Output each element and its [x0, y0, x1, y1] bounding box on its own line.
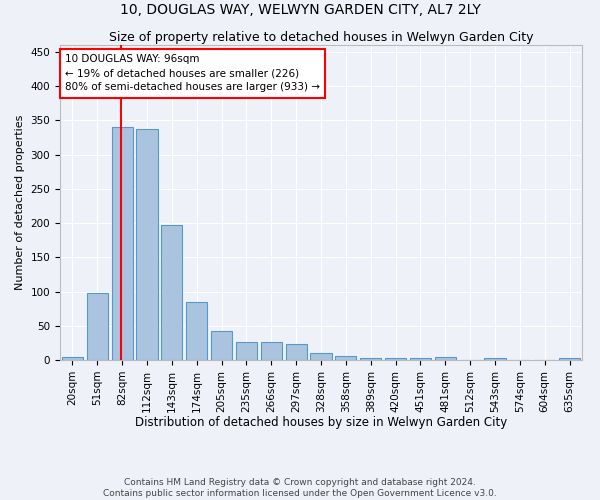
Bar [62, 356, 83, 360]
Bar [87, 293, 108, 360]
Bar [335, 356, 356, 360]
Text: 10 DOUGLAS WAY: 96sqm
← 19% of detached houses are smaller (226)
80% of semi-det: 10 DOUGLAS WAY: 96sqm ← 19% of detached … [65, 54, 320, 92]
Bar [410, 358, 431, 360]
Bar [385, 358, 406, 360]
Bar [136, 129, 158, 360]
Bar [236, 342, 257, 360]
Bar [484, 358, 506, 360]
Text: 10, DOUGLAS WAY, WELWYN GARDEN CITY, AL7 2LY: 10, DOUGLAS WAY, WELWYN GARDEN CITY, AL7… [119, 2, 481, 16]
Title: Size of property relative to detached houses in Welwyn Garden City: Size of property relative to detached ho… [109, 31, 533, 44]
Bar [186, 302, 207, 360]
Bar [161, 225, 182, 360]
Bar [261, 342, 282, 360]
X-axis label: Distribution of detached houses by size in Welwyn Garden City: Distribution of detached houses by size … [135, 416, 507, 429]
Bar [112, 127, 133, 360]
Bar [286, 344, 307, 360]
Text: Contains HM Land Registry data © Crown copyright and database right 2024.
Contai: Contains HM Land Registry data © Crown c… [103, 478, 497, 498]
Bar [360, 358, 381, 360]
Bar [310, 353, 332, 360]
Y-axis label: Number of detached properties: Number of detached properties [15, 115, 25, 290]
Bar [211, 331, 232, 360]
Bar [559, 358, 580, 360]
Bar [435, 356, 456, 360]
